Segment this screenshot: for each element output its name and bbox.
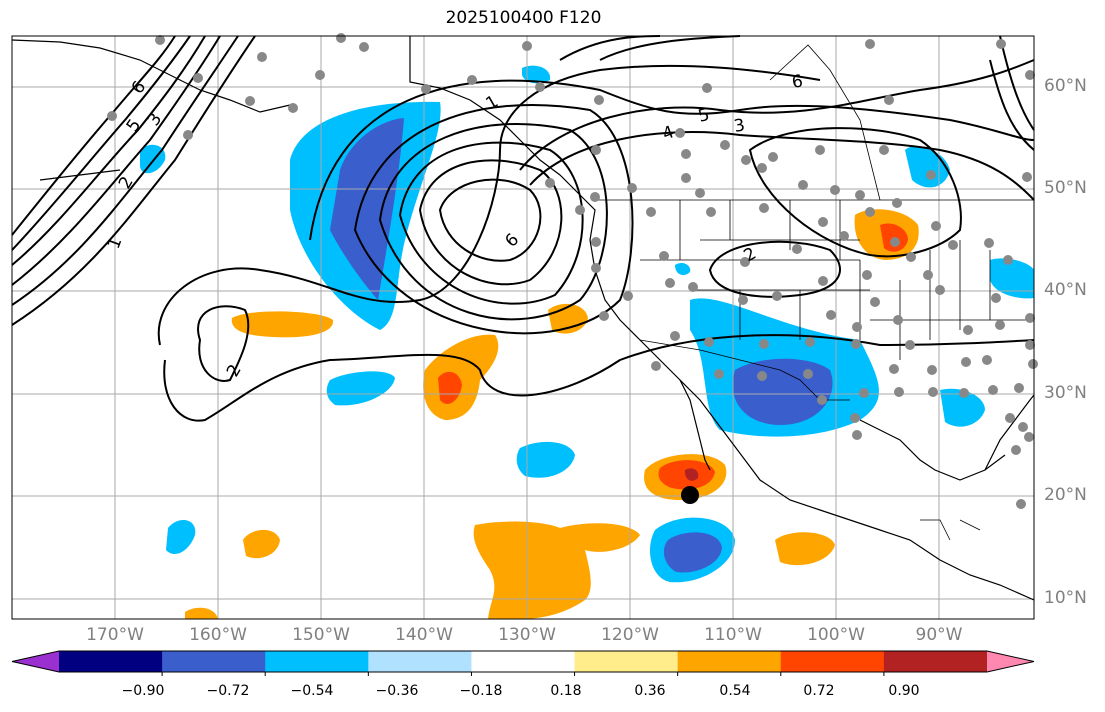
negative-anomaly-region xyxy=(990,258,1034,299)
colorbar-tick-label: 0.36 xyxy=(634,683,666,699)
colorbar-outline xyxy=(11,650,1035,673)
colorbar-tick-label: −0.18 xyxy=(459,683,503,699)
lon-label: 100°W xyxy=(807,625,865,645)
colorbar-tick-label: −0.90 xyxy=(121,683,165,699)
lon-label: 140°W xyxy=(395,625,453,645)
colorbar-extend-min xyxy=(12,651,59,672)
positive-anomaly-region xyxy=(473,521,640,619)
colorbar-segment xyxy=(780,651,885,672)
colorbar-tick-label: −0.36 xyxy=(375,683,419,699)
storm-center-marker xyxy=(681,486,699,504)
negative-anomaly-region xyxy=(940,388,985,427)
positive-anomaly-region xyxy=(243,529,280,559)
negative-anomaly-region xyxy=(516,441,575,478)
positive-anomaly-core xyxy=(438,371,462,405)
lon-label: 90°W xyxy=(915,625,963,645)
lat-label: 60°N xyxy=(1044,76,1087,96)
negative-anomaly-core xyxy=(663,532,722,573)
contour-label: 6 xyxy=(790,71,804,93)
colorbar-segment xyxy=(59,651,163,672)
lat-label: 30°N xyxy=(1044,383,1087,403)
colorbar-segment xyxy=(883,651,988,672)
negative-anomaly-region xyxy=(522,65,551,84)
colorbar-tick-label: −0.54 xyxy=(290,683,334,699)
lat-label: 20°N xyxy=(1044,485,1087,505)
colorbar-tick-label: 0.18 xyxy=(550,683,582,699)
colorbar-tick-label: −0.72 xyxy=(206,683,250,699)
lon-label: 120°W xyxy=(601,625,659,645)
map-title: 2025100400 F120 xyxy=(445,8,602,28)
lat-label: 40°N xyxy=(1044,280,1087,300)
map-panel: 6 5 1 2 3 2 6 4 5 3 6 2 1 xyxy=(11,33,1038,620)
lon-label: 170°W xyxy=(86,625,144,645)
colorbar-segment xyxy=(471,651,576,672)
negative-anomaly-region xyxy=(326,371,395,406)
height-contours xyxy=(11,35,1035,422)
colorbar-segment xyxy=(677,651,782,672)
coastlines xyxy=(11,36,1035,601)
negative-anomaly-core xyxy=(330,118,404,300)
colorbar-segment xyxy=(368,651,472,672)
colorbar xyxy=(11,650,1035,676)
colorbar-tick-label: 0.90 xyxy=(888,683,920,699)
negative-anomaly-region xyxy=(675,262,691,276)
colorbar-tick-label: 0.72 xyxy=(803,683,835,699)
lon-label: 110°W xyxy=(704,625,762,645)
colorbar-segment xyxy=(574,651,679,672)
positive-anomaly-region xyxy=(185,607,218,619)
negative-anomaly-region xyxy=(140,144,166,174)
station-markers xyxy=(107,33,1038,509)
lat-label: 50°N xyxy=(1044,178,1087,198)
colorbar-tick-label: 0.54 xyxy=(719,683,751,699)
colorbar-extend-max xyxy=(987,651,1034,672)
positive-anomaly-region xyxy=(231,311,334,338)
lon-label: 150°W xyxy=(292,625,350,645)
lon-label: 160°W xyxy=(189,625,247,645)
positive-anomaly-peak xyxy=(684,468,699,481)
colorbar-segment xyxy=(162,651,266,672)
negative-anomaly-region xyxy=(166,519,196,555)
positive-anomaly-region xyxy=(775,532,835,566)
contour-label: 3 xyxy=(732,115,746,137)
lat-label: 10°N xyxy=(1044,588,1087,608)
lon-label: 130°W xyxy=(498,625,556,645)
contour-label: 5 xyxy=(696,105,712,127)
colorbar-segment xyxy=(265,651,369,672)
